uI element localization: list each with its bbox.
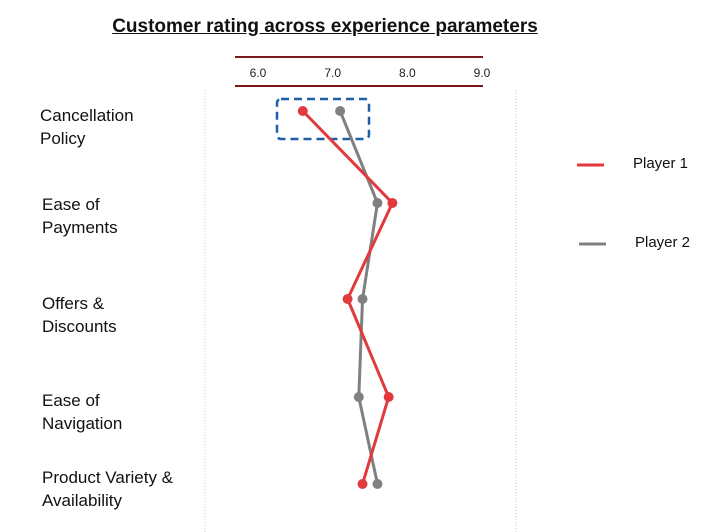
data-point-player-2 (353, 392, 364, 402)
data-point-player-2 (372, 198, 383, 208)
data-point-player-1 (383, 392, 394, 402)
data-point-player-1 (387, 198, 398, 208)
legend-label: Player 1 (633, 155, 689, 172)
data-point-player-1 (297, 106, 308, 116)
category-label: Cancellation Policy (40, 106, 134, 148)
category-label: Ease of Payments (42, 195, 118, 237)
chart-title: Customer rating across experience parame… (112, 16, 538, 37)
x-tick-label: 7.0 (324, 66, 341, 80)
data-point-player-2 (335, 106, 346, 116)
legend-label: Player 2 (635, 234, 691, 251)
highlight-box (275, 97, 371, 141)
data-point-player-2 (372, 479, 383, 489)
x-tick-label: 8.0 (399, 66, 416, 80)
data-point-player-1 (342, 294, 353, 304)
category-label: Offers & Discounts (42, 294, 117, 336)
category-label: Product Variety & Availability (42, 468, 174, 510)
data-point-player-2 (357, 294, 368, 304)
category-label: Ease of Navigation (42, 391, 123, 433)
x-tick-label: 6.0 (250, 66, 267, 80)
x-tick-label: 9.0 (474, 66, 491, 80)
data-point-player-1 (357, 479, 368, 489)
